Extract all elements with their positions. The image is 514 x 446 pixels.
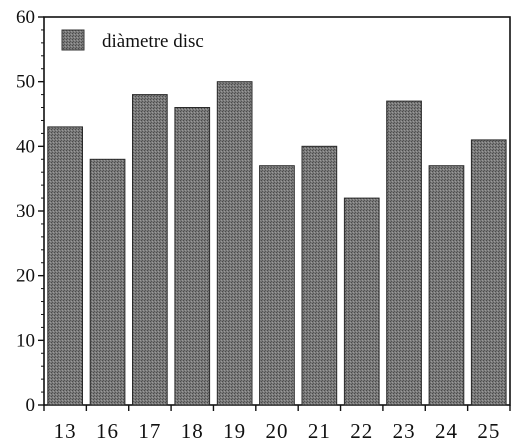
y-tick-label: 50	[16, 72, 35, 93]
bars	[47, 81, 507, 406]
bar-19	[216, 81, 253, 406]
x-tick-label: 13	[54, 419, 77, 443]
x-tick-label: 24	[435, 419, 458, 443]
y-tick-label: 40	[16, 136, 35, 157]
x-axis: 13 16 17 18 19 20 21 22 23 24 25	[43, 405, 511, 443]
y-tick-label: 30	[16, 201, 35, 222]
y-tick-label: 0	[26, 395, 36, 416]
x-tick-label: 19	[223, 419, 246, 443]
y-tick-label: 20	[16, 266, 35, 287]
legend-swatch	[61, 29, 85, 51]
x-tick-label: 22	[350, 419, 373, 443]
x-tick-label: 20	[266, 419, 289, 443]
bar-17	[132, 94, 168, 406]
bar-23	[386, 100, 422, 406]
bar-18	[174, 107, 211, 406]
bar-25	[470, 139, 507, 406]
x-tick-label: 21	[308, 419, 331, 443]
y-tick-label: 60	[16, 7, 35, 28]
bar-20	[259, 165, 295, 406]
x-tick-label: 23	[393, 419, 416, 443]
x-tick-label: 16	[96, 419, 119, 443]
bar-24	[428, 165, 465, 406]
y-axis: 0 10 20 30 40 50 60	[16, 7, 44, 416]
bar-21	[301, 145, 338, 406]
x-tick-label: 25	[477, 419, 500, 443]
x-tick-label: 18	[181, 419, 204, 443]
y-tick-label: 10	[16, 330, 35, 351]
legend-label: diàmetre disc	[102, 31, 204, 52]
x-tick-label: 17	[138, 419, 161, 443]
bar-13	[47, 126, 83, 406]
bar-22	[343, 197, 380, 406]
bar-16	[89, 158, 126, 406]
legend: diàmetre disc	[61, 29, 204, 52]
